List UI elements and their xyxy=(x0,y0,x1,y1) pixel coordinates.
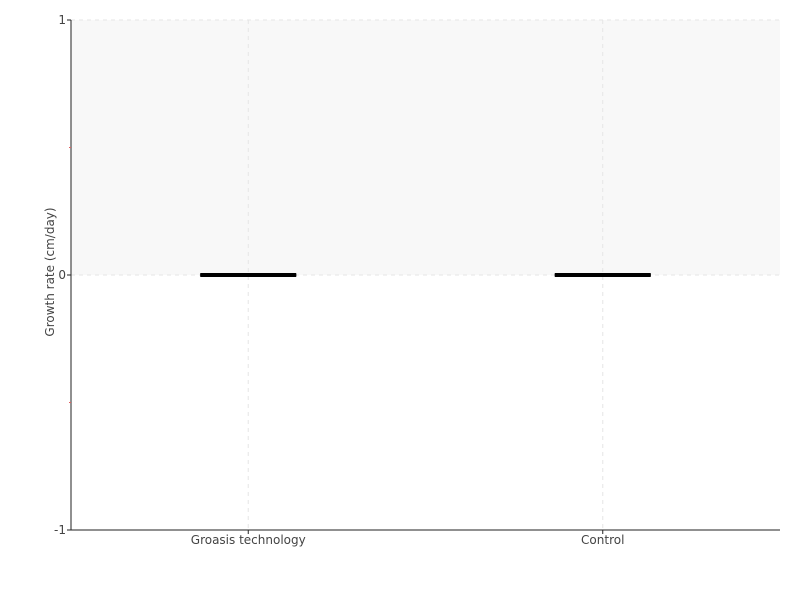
plot-band xyxy=(71,20,780,275)
x-tick-label: Groasis technology xyxy=(191,533,306,547)
x-tick-label: Control xyxy=(581,533,624,547)
y-tick-label: 0 xyxy=(58,268,66,282)
y-axis-label: Growth rate (cm/day) xyxy=(43,207,57,336)
y-tick-label: 1 xyxy=(58,13,66,27)
y-tick-label: -1 xyxy=(54,523,66,537)
